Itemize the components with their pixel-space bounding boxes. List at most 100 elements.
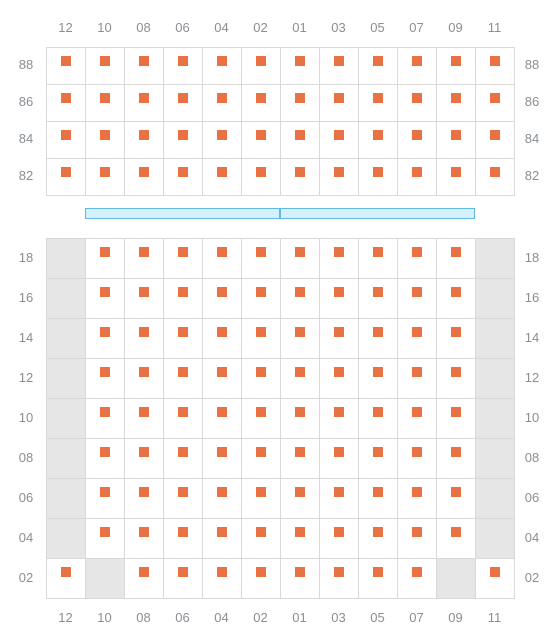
seat-cell[interactable] — [163, 558, 203, 599]
seat-cell[interactable] — [85, 358, 125, 399]
seat-cell[interactable] — [124, 478, 164, 519]
seat-cell[interactable] — [202, 47, 242, 85]
seat-cell[interactable] — [241, 558, 281, 599]
seat-cell[interactable] — [397, 438, 437, 479]
seat-cell[interactable] — [319, 398, 359, 439]
seat-cell[interactable] — [358, 358, 398, 399]
seat-cell[interactable] — [163, 121, 203, 159]
seat-cell[interactable] — [202, 438, 242, 479]
seat-cell[interactable] — [319, 158, 359, 196]
seat-cell[interactable] — [85, 278, 125, 319]
seat-cell[interactable] — [319, 318, 359, 359]
seat-cell[interactable] — [46, 84, 86, 122]
seat-cell[interactable] — [436, 278, 476, 319]
seat-cell[interactable] — [280, 84, 320, 122]
seat-cell[interactable] — [397, 478, 437, 519]
seat-cell[interactable] — [358, 47, 398, 85]
seat-cell[interactable] — [163, 438, 203, 479]
seat-cell[interactable] — [163, 398, 203, 439]
seat-cell[interactable] — [358, 238, 398, 279]
seat-cell[interactable] — [358, 558, 398, 599]
seat-cell[interactable] — [202, 518, 242, 559]
seat-cell[interactable] — [124, 278, 164, 319]
seat-cell[interactable] — [124, 318, 164, 359]
seat-cell[interactable] — [397, 318, 437, 359]
seat-cell[interactable] — [436, 478, 476, 519]
seat-cell[interactable] — [202, 558, 242, 599]
seat-cell[interactable] — [397, 158, 437, 196]
seat-cell[interactable] — [241, 518, 281, 559]
seat-cell[interactable] — [319, 84, 359, 122]
seat-cell[interactable] — [319, 121, 359, 159]
seat-cell[interactable] — [163, 238, 203, 279]
seat-cell[interactable] — [358, 121, 398, 159]
seat-cell[interactable] — [124, 158, 164, 196]
seat-cell[interactable] — [280, 358, 320, 399]
seat-cell[interactable] — [280, 158, 320, 196]
seat-cell[interactable] — [397, 558, 437, 599]
seat-cell[interactable] — [163, 84, 203, 122]
seat-cell[interactable] — [46, 558, 86, 599]
seat-cell[interactable] — [358, 518, 398, 559]
seat-cell[interactable] — [163, 278, 203, 319]
seat-cell[interactable] — [475, 558, 515, 599]
seat-cell[interactable] — [397, 84, 437, 122]
seat-cell[interactable] — [202, 398, 242, 439]
seat-cell[interactable] — [397, 47, 437, 85]
seat-cell[interactable] — [163, 358, 203, 399]
seat-cell[interactable] — [124, 121, 164, 159]
seat-cell[interactable] — [280, 278, 320, 319]
seat-cell[interactable] — [46, 158, 86, 196]
seat-cell[interactable] — [436, 121, 476, 159]
seat-cell[interactable] — [85, 318, 125, 359]
seat-cell[interactable] — [202, 318, 242, 359]
seat-cell[interactable] — [397, 238, 437, 279]
seat-cell[interactable] — [475, 158, 515, 196]
seat-cell[interactable] — [397, 121, 437, 159]
seat-cell[interactable] — [202, 158, 242, 196]
seat-cell[interactable] — [436, 318, 476, 359]
seat-cell[interactable] — [436, 518, 476, 559]
seat-cell[interactable] — [280, 47, 320, 85]
seat-cell[interactable] — [241, 121, 281, 159]
seat-cell[interactable] — [85, 438, 125, 479]
seat-cell[interactable] — [436, 158, 476, 196]
seat-cell[interactable] — [85, 47, 125, 85]
seat-cell[interactable] — [319, 558, 359, 599]
seat-cell[interactable] — [397, 358, 437, 399]
seat-cell[interactable] — [85, 398, 125, 439]
seat-cell[interactable] — [241, 478, 281, 519]
seat-cell[interactable] — [436, 438, 476, 479]
seat-cell[interactable] — [436, 238, 476, 279]
seat-cell[interactable] — [46, 47, 86, 85]
seat-cell[interactable] — [280, 121, 320, 159]
seat-cell[interactable] — [319, 47, 359, 85]
seat-cell[interactable] — [124, 358, 164, 399]
seat-cell[interactable] — [241, 358, 281, 399]
seat-cell[interactable] — [85, 158, 125, 196]
seat-cell[interactable] — [85, 121, 125, 159]
seat-cell[interactable] — [397, 278, 437, 319]
seat-cell[interactable] — [46, 121, 86, 159]
seat-cell[interactable] — [436, 84, 476, 122]
seat-cell[interactable] — [475, 47, 515, 85]
seat-cell[interactable] — [124, 558, 164, 599]
seat-cell[interactable] — [319, 238, 359, 279]
seat-cell[interactable] — [163, 478, 203, 519]
seat-cell[interactable] — [241, 158, 281, 196]
seat-cell[interactable] — [358, 478, 398, 519]
seat-cell[interactable] — [163, 318, 203, 359]
seat-cell[interactable] — [280, 478, 320, 519]
seat-cell[interactable] — [475, 121, 515, 159]
seat-cell[interactable] — [85, 84, 125, 122]
seat-cell[interactable] — [280, 318, 320, 359]
seat-cell[interactable] — [319, 278, 359, 319]
seat-cell[interactable] — [436, 47, 476, 85]
seat-cell[interactable] — [319, 478, 359, 519]
seat-cell[interactable] — [124, 238, 164, 279]
seat-cell[interactable] — [163, 518, 203, 559]
seat-cell[interactable] — [397, 518, 437, 559]
seat-cell[interactable] — [358, 398, 398, 439]
seat-cell[interactable] — [436, 358, 476, 399]
seat-cell[interactable] — [358, 438, 398, 479]
